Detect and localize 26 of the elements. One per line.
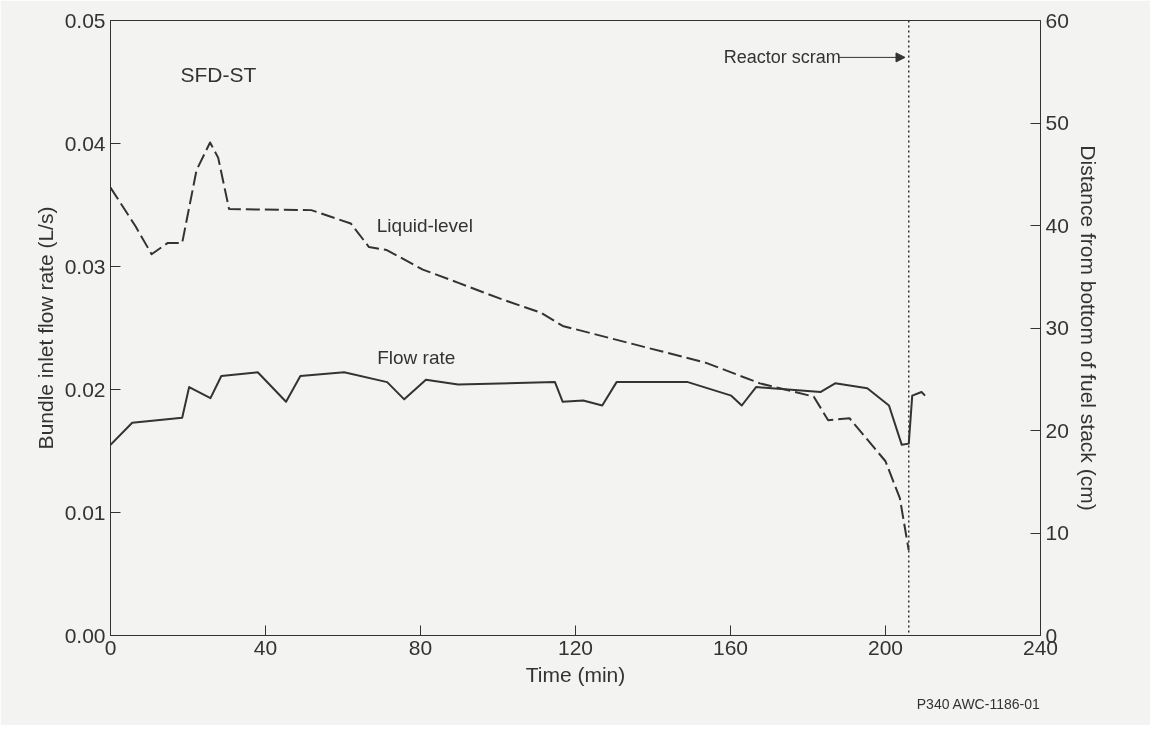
y-tick-label: 0.03 xyxy=(64,254,106,278)
y-tick-label: 0.04 xyxy=(64,131,106,155)
y-tick-label: 0.05 xyxy=(64,8,106,32)
x-tick-label: 120 xyxy=(557,635,594,659)
y2-axis-title: Distance from bottom of fuel stack (cm) xyxy=(1076,145,1100,511)
series-label: Liquid-level xyxy=(376,215,473,237)
y2-tick-label: 60 xyxy=(1045,8,1069,32)
x-tick-label: 0 xyxy=(104,635,117,659)
y-tick-label: 0.01 xyxy=(64,500,106,524)
x-tick-label: 200 xyxy=(867,635,904,659)
y2-tick-label: 50 xyxy=(1045,111,1069,134)
ref-line-label: Reactor scram xyxy=(723,47,841,68)
x-tick-label: 80 xyxy=(408,635,433,659)
x-axis-title: Time (min) xyxy=(525,662,626,686)
text: P340 AWC-1186-01 xyxy=(916,695,1040,712)
x-tick-label: 40 xyxy=(253,635,278,659)
y2-tick-label: 20 xyxy=(1045,418,1069,442)
y2-tick-label: 30 xyxy=(1045,316,1069,339)
y-tick-label: 0.02 xyxy=(64,377,106,401)
series-label: Flow rate xyxy=(377,347,456,369)
y2-tick-label: 40 xyxy=(1045,213,1069,237)
y-tick-label: 0.00 xyxy=(64,623,106,647)
y2-tick-label: 10 xyxy=(1045,521,1069,544)
x-tick-label: 160 xyxy=(712,635,749,659)
annotation: SFD-ST xyxy=(180,62,257,86)
y-axis-title: Bundle inlet flow rate (L/s) xyxy=(33,206,57,450)
